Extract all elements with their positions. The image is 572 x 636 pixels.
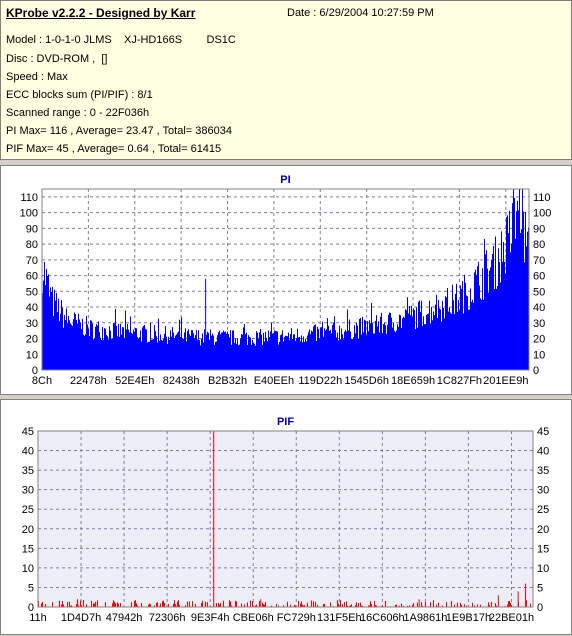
x-tick-label: 82438h [163,375,200,387]
y-tick-label-right: 80 [533,239,545,251]
y-tick-label-right: 40 [533,302,545,314]
y-tick-label-left: 20 [26,334,38,346]
y-tick-label-right: 50 [533,286,545,298]
scan-date: Date : 6/29/2004 10:27:59 PM [287,7,434,19]
x-tick-label: 201EE9h [483,375,528,387]
y-tick-label-right: 70 [533,255,545,267]
x-tick-label: 11h [29,612,47,624]
x-tick-label: FC729h [277,612,316,624]
plot-frame [37,430,534,608]
y-tick-label-left: 0 [28,602,34,614]
pi-chart-panel: PI 0 0 10 10 20 20 30 30 40 40 50 50 60 60 70 70 80 80 90 90… [0,165,572,395]
y-tick-label-right: 10 [537,563,549,575]
y-tick-label-left: 25 [22,504,34,516]
x-tick-label: 52E4Eh [115,375,154,387]
y-tick-label-right: 110 [533,192,551,204]
y-tick-label-left: 40 [22,446,34,458]
y-tick-label-right: 30 [537,485,549,497]
info-panel: KProbe v2.2.2 - Designed by Karr Date : … [0,0,572,160]
y-tick-label-left: 15 [22,543,34,555]
chart-title: PIF [277,416,294,428]
disc-line: Disc : DVD-ROM , [] [6,53,108,65]
y-tick-label-right: 100 [533,208,551,220]
x-tick-label: 16C606h [360,612,405,624]
x-tick-label: 9E3F4h [191,612,230,624]
y-tick-label-left: 10 [26,349,38,361]
y-tick-label-right: 20 [537,524,549,536]
y-tick-label-right: 90 [533,223,545,235]
y-tick-label-right: 10 [533,349,545,361]
app-title: KProbe v2.2.2 - Designed by Karr [6,6,196,20]
y-tick-label-right: 5 [537,582,543,594]
plot-area [38,431,533,607]
y-tick-label-left: 80 [26,239,38,251]
y-tick-label-left: 50 [26,286,38,298]
y-tick-label-left: 70 [26,255,38,267]
y-tick-label-right: 30 [533,318,545,330]
y-tick-label-right: 20 [533,334,545,346]
y-tick-label-right: 60 [533,271,545,283]
ecc-line: ECC blocks sum (PI/PIF) : 8/1 [6,89,153,101]
y-tick-label-right: 45 [537,426,549,438]
speed-line: Speed : Max [6,71,68,83]
y-tick-label-left: 40 [26,302,38,314]
x-tick-label: 22BE01h [489,612,534,624]
y-tick-label-right: 15 [537,543,549,555]
y-tick-label-left: 100 [20,208,38,220]
y-tick-label-right: 35 [537,465,549,477]
range-line: Scanned range : 0 - 22F036h [6,107,150,119]
x-tick-label: 1C827Fh [437,375,482,387]
y-tick-label-left: 5 [28,582,34,594]
x-tick-label: 1E9B17h [446,612,491,624]
y-tick-label-right: 40 [537,446,549,458]
y-tick-label-left: 35 [22,465,34,477]
y-tick-label-left: 30 [22,485,34,497]
x-tick-label: B2B32h [208,375,247,387]
chart-title: PI [280,174,290,186]
y-tick-label-left: 45 [22,426,34,438]
x-tick-label: 18E659h [391,375,435,387]
y-tick-label-left: 30 [26,318,38,330]
y-tick-label-left: 0 [32,365,38,377]
y-tick-label-right: 25 [537,504,549,516]
y-tick-label-left: 20 [22,524,34,536]
pif-chart: PIF 0 0 5 5 10 10 15 15 20 20 25 25 30 30 35 35 40 40 45 45 1… [22,416,550,624]
x-tick-label: 1545D6h [344,375,389,387]
x-tick-label: 47942h [106,612,143,624]
y-tick-label-right: 0 [537,602,543,614]
x-tick-label: 1A9861h [403,612,447,624]
x-tick-label: 119D22h [298,375,342,387]
plot-frame [41,188,530,371]
x-tick-label: E40EEh [254,375,294,387]
x-tick-label: 131F5Eh [317,612,362,624]
pif-chart-panel: PIF 0 0 5 5 10 10 15 15 20 20 25 25 30 30 35 35 40 40 45 45 1… [0,399,572,635]
x-tick-label: 72306h [149,612,186,624]
pi-chart: PI 0 0 10 10 20 20 30 30 40 40 50 50 60 60 70 70 80 80 90 90… [20,174,552,387]
y-tick-label-right: 0 [533,365,539,377]
y-tick-label-left: 110 [20,192,38,204]
model-line: Model : 1-0-1-0 JLMS XJ-HD166S DS1C [6,34,236,46]
x-tick-label: CBE06h [233,612,274,624]
y-tick-label-left: 60 [26,271,38,283]
y-tick-label-left: 10 [22,563,34,575]
x-tick-label: 22478h [70,375,107,387]
pif-stats-line: PIF Max= 45 , Average= 0.64 , Total= 614… [6,143,222,155]
x-tick-label: 1D4D7h [61,612,101,624]
y-tick-label-left: 90 [26,223,38,235]
pi-stats-line: PI Max= 116 , Average= 23.47 , Total= 38… [6,125,232,137]
x-tick-label: 8Ch [32,375,52,387]
